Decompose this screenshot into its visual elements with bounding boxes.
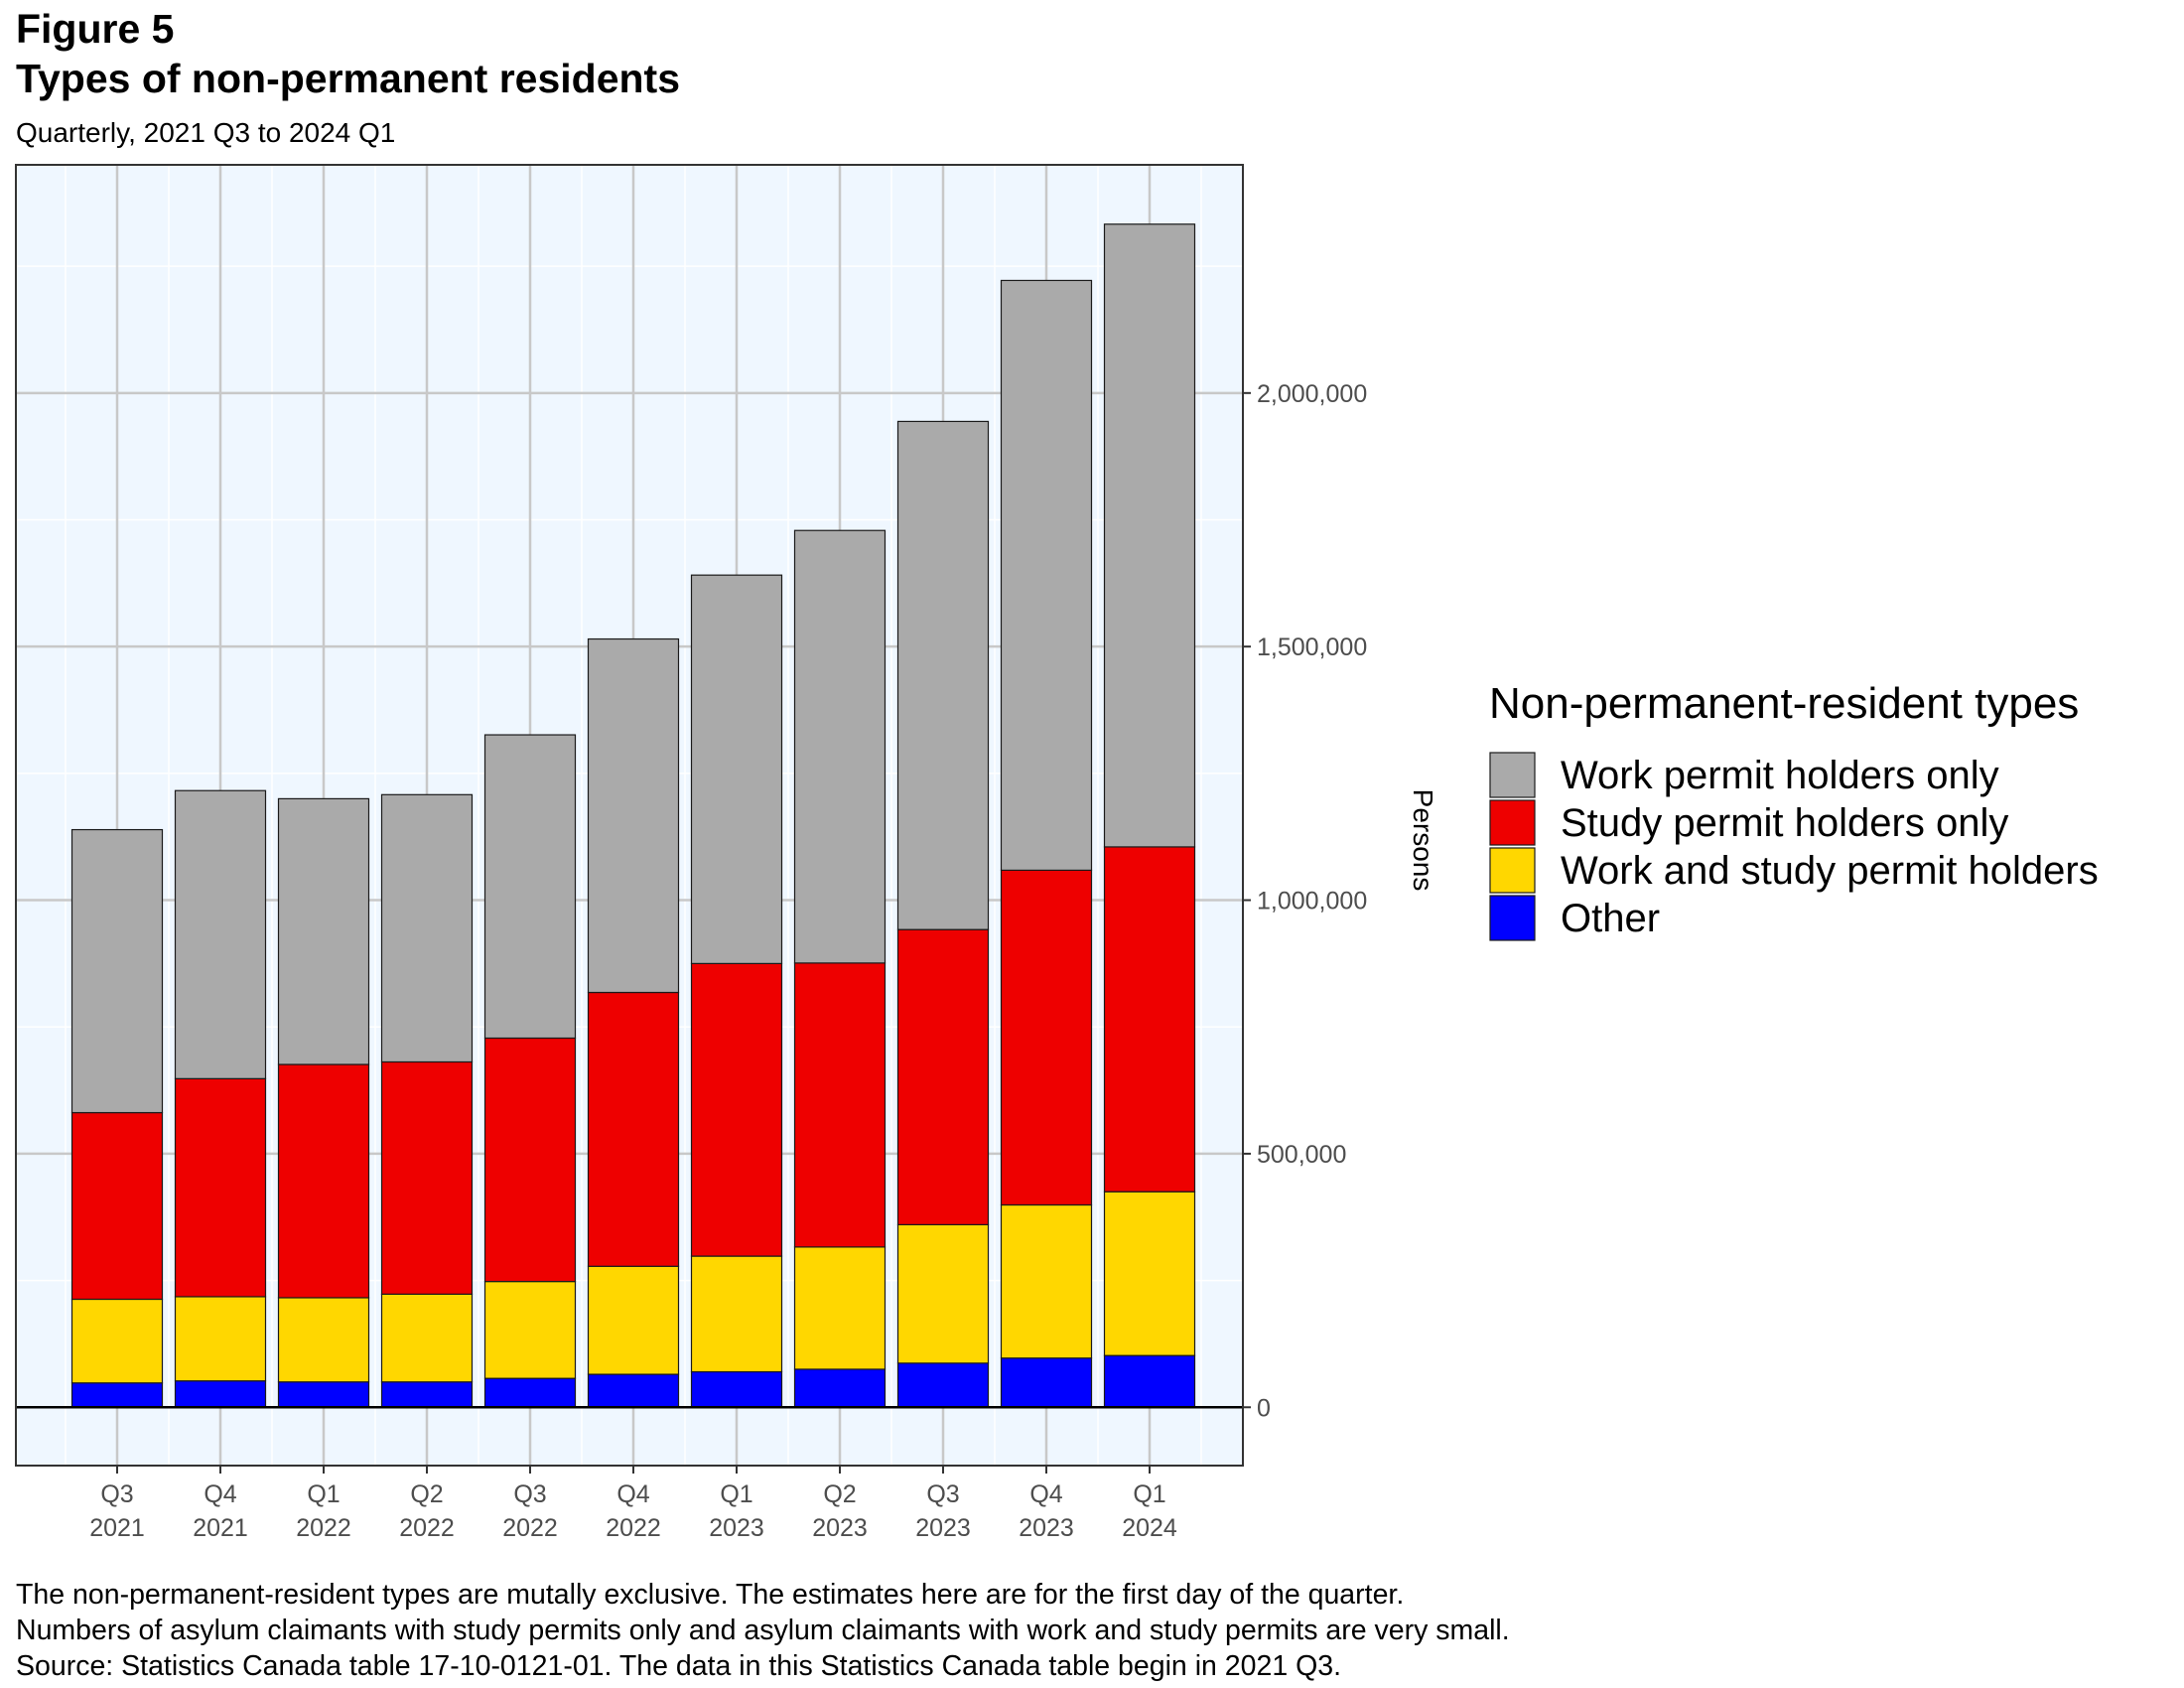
bar-segment [1000,1357,1093,1408]
x-tick-label: Q4 [616,1480,649,1508]
bar-segment [587,637,680,994]
legend-swatch [1489,847,1536,894]
bar-segment [483,1037,577,1283]
legend-swatch [1489,895,1536,941]
legend-label: Work and study permit holders [1561,849,2099,893]
legend-swatch [1489,799,1536,846]
bar-segment [483,1281,577,1379]
legend-swatch [1489,752,1536,798]
legend-label: Other [1561,897,1660,940]
legend-title: Non-permanent-resident types [1489,679,2079,728]
x-tick-label: Q1 [720,1480,752,1508]
bar-segment [896,1362,990,1408]
figure-label: Figure 5 [16,6,175,52]
bar-segment [587,1265,680,1375]
bar-segment [277,1297,370,1383]
legend-label: Study permit holders only [1561,801,2008,845]
y-tick-label: 500,000 [1257,1141,1346,1169]
bar-segment [1000,1203,1093,1359]
bar-segment [896,1223,990,1364]
note-line: The non-permanent-resident types are mut… [16,1579,1405,1611]
note-line: Numbers of asylum claimants with study p… [16,1615,1510,1646]
bar-segment [70,1298,164,1384]
x-tick-label: 2021 [193,1514,248,1542]
y-tick-label: 1,500,000 [1257,633,1367,661]
note-line: Source: Statistics Canada table 17-10-01… [16,1650,1342,1682]
legend-label: Work permit holders only [1561,754,1999,797]
bar-segment [896,928,990,1226]
y-axis-ticks: 0 500,000 1,000,000 1,500,000 2,000,000 [1243,380,1367,1422]
bars [70,223,1196,1408]
x-tick-label: Q3 [926,1480,959,1508]
bar-segment [70,1382,164,1408]
bar-segment [380,793,474,1063]
x-tick-label: 2023 [709,1514,764,1542]
bar-segment [587,1373,680,1408]
bar-segment [793,529,887,964]
bar-segment [70,1111,164,1301]
x-tick-label: Q2 [823,1480,856,1508]
bar-segment [690,1255,783,1373]
bar-segment [70,828,164,1114]
bar-segment [277,797,370,1065]
bar-segment [1103,1354,1196,1408]
bar-segment [380,1381,474,1408]
bar-segment [380,1060,474,1295]
bar-segment [483,734,577,1040]
bar-segment [174,1296,267,1382]
bar-segment [277,1063,370,1299]
bar-segment [793,1246,887,1370]
x-tick-label: Q3 [513,1480,546,1508]
x-tick-label: Q2 [410,1480,443,1508]
x-tick-label: 2023 [1019,1514,1074,1542]
x-tick-label: 2022 [502,1514,558,1542]
x-tick-label: 2024 [1122,1514,1177,1542]
y-tick-label: 1,000,000 [1257,888,1367,915]
x-tick-label: 2022 [399,1514,455,1542]
x-tick-label: Q1 [1133,1480,1165,1508]
bar-segment [174,1380,267,1408]
x-tick-label: Q4 [204,1480,236,1508]
y-tick-label: 2,000,000 [1257,380,1367,408]
bar-segment [1103,223,1196,848]
x-tick-label: 2023 [812,1514,868,1542]
bar-segment [587,991,680,1267]
bar-segment [793,1368,887,1408]
bar-segment [1000,279,1093,872]
bar-segment [174,789,267,1079]
y-axis-label: Persons [1408,789,1438,892]
x-axis-ticks: Q3 2021 Q4 2021 Q1 2022 Q2 2022 Q3 2022 Q4 2022 Q1 20… [89,1466,1177,1542]
bar-segment [690,574,783,964]
y-tick-label: 0 [1257,1394,1271,1422]
x-tick-label: 2023 [915,1514,971,1542]
legend: Non-permanent-resident types Work permit… [1489,679,2099,941]
bar-segment [380,1293,474,1383]
x-tick-label: 2022 [296,1514,351,1542]
x-tick-label: Q4 [1029,1480,1062,1508]
bar-segment [277,1381,370,1408]
bar-segment [1103,846,1196,1193]
bar-segment [174,1077,267,1298]
bar-segment [483,1377,577,1408]
x-tick-label: 2021 [89,1514,145,1542]
x-tick-label: Q3 [100,1480,133,1508]
bar-segment [690,1370,783,1408]
bar-segment [1103,1191,1196,1356]
x-tick-label: Q1 [307,1480,340,1508]
bar-segment [896,420,990,930]
bar-segment [1000,869,1093,1206]
x-tick-label: 2022 [606,1514,661,1542]
stacked-bar-chart: Q3 2021 Q4 2021 Q1 2022 Q2 2022 Q3 2022 Q4 2022 Q1 20… [15,164,2099,1542]
bar-segment [793,962,887,1248]
plot-frame [15,164,1244,1467]
chart-notes: The non-permanent-resident types are mut… [16,1577,1510,1684]
chart-subtitle: Quarterly, 2021 Q3 to 2024 Q1 [16,117,396,148]
bar-segment [690,962,783,1257]
chart-title: Types of non-permanent residents [16,56,681,101]
